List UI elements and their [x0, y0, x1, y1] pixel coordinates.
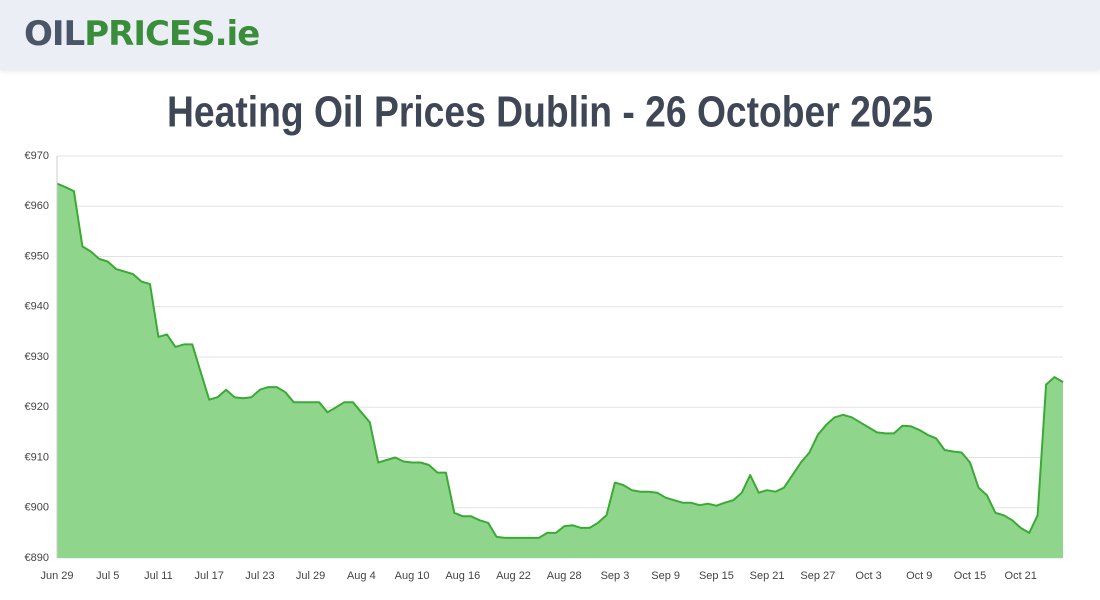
y-tick-label: €970 — [25, 150, 49, 162]
logo-part: PRICES.ie — [84, 14, 260, 54]
x-tick-label: Sep 21 — [750, 570, 785, 582]
x-tick-label: Aug 4 — [347, 570, 376, 582]
x-tick-label: Jun 29 — [40, 570, 73, 582]
x-tick-label: Jul 11 — [144, 570, 173, 582]
line — [56, 182, 1064, 539]
x-tick-label: Aug 28 — [547, 570, 582, 582]
x-tick-label: Aug 16 — [445, 570, 480, 582]
x-tick-label: Sep 27 — [800, 570, 835, 582]
y-tick-label: €890 — [25, 552, 49, 564]
x-tick-label: Oct 3 — [855, 570, 881, 582]
y-tick-label: €900 — [25, 502, 49, 514]
x-tick-label: Sep 3 — [601, 570, 630, 582]
y-tick-label: €920 — [25, 401, 49, 413]
x-tick-label: Sep 9 — [651, 570, 680, 582]
chart-title: Heating Oil Prices Dublin - 26 October 2… — [167, 88, 933, 137]
area — [57, 183, 1063, 558]
y-tick-label: €950 — [25, 250, 49, 262]
x-tick-label: Jul 17 — [194, 570, 223, 582]
x-tick-label: Oct 9 — [906, 570, 932, 582]
x-tick-label: Jul 5 — [96, 570, 119, 582]
x-tick-label: Oct 21 — [1005, 570, 1037, 582]
y-tick-label: €930 — [25, 351, 49, 363]
x-tick-label: Sep 15 — [699, 570, 734, 582]
x-tick-label: Aug 22 — [496, 570, 531, 582]
logo[interactable]: OILPRICES.ie — [24, 14, 260, 54]
x-tick-label: Jul 23 — [245, 570, 274, 582]
y-tick-label: €960 — [25, 200, 49, 212]
x-tick-label: Jul 29 — [296, 570, 325, 582]
header: OILPRICES.ie — [0, 0, 1100, 70]
y-tick-label: €910 — [25, 451, 49, 463]
y-tick-label: €940 — [25, 301, 49, 313]
x-tick-label: Oct 15 — [954, 570, 986, 582]
x-tick-label: Aug 10 — [395, 570, 430, 582]
logo-part: OIL — [24, 14, 85, 54]
chart: Heating Oil Prices Dublin - 26 October 2… — [25, 88, 1064, 582]
